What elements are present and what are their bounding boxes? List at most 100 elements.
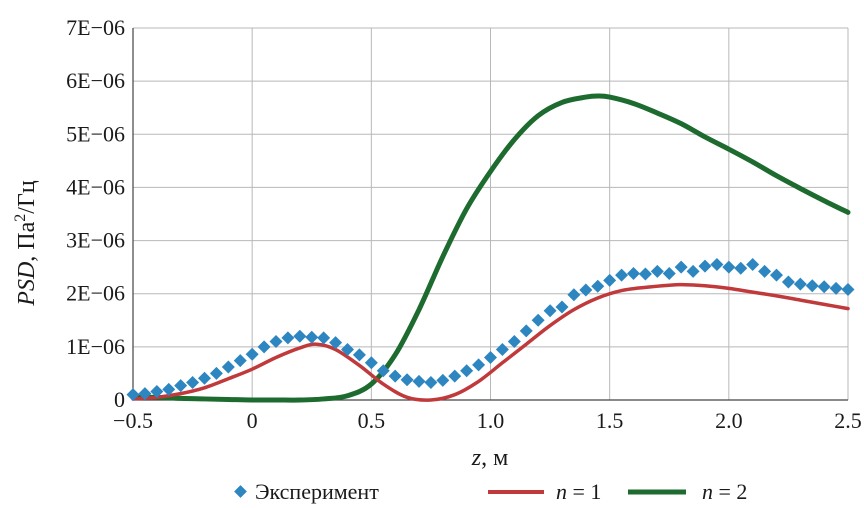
y-axis-label: PSD, Па2/Гц [12,180,40,307]
x-axis-label: z, м [471,445,509,471]
legend-label-experiment: Эксперимент [255,479,379,504]
experiment-point [257,340,271,354]
legend-n1-rest: = 1 [567,479,601,504]
experiment-point [770,268,783,282]
experiment-point [460,364,474,378]
x-tick-label: 0.5 [358,408,386,433]
y-tick-label: 7E−06 [66,15,125,40]
experiment-point [781,275,795,289]
tick-labels: 0 1E−06 2E−06 3E−06 4E−06 5E−06 6E−06 7E−06 −0.5… [66,15,862,433]
y-tick-label: 3E−06 [66,228,125,253]
x-tick-label: 1.5 [596,408,624,433]
experiment-point [293,329,307,343]
x-tick-label: 2.0 [715,408,743,433]
experiment-point [233,354,247,368]
x-tick-label: −0.5 [113,408,153,433]
x-axis-unit: , м [481,445,508,471]
y-tick-label: 5E−06 [66,121,125,146]
experiment-point [627,267,640,281]
experiment-point [472,358,486,372]
experiment-point [495,343,509,357]
legend-n2-rest: = 2 [713,479,747,504]
y-axis-var: PSD [14,262,40,307]
legend-n1-var: n [556,479,567,504]
experiment-point [138,387,152,401]
experiment-point [758,264,772,278]
experiment-point [364,356,378,370]
y-tick-label: 4E−06 [66,174,125,199]
experiment-point [209,366,223,380]
experiment-point [424,375,438,389]
experiment-point [269,335,283,349]
experiment-point [698,259,712,273]
experiment-point [352,348,366,362]
experiment-point [412,374,426,388]
experiment-point [543,304,557,318]
experiment-point [710,257,724,271]
x-tick-label: 0 [247,408,258,433]
experiment-point [329,336,343,350]
experiment-point [305,330,319,344]
experiment-point [722,260,736,274]
x-axis-var: z [471,445,482,471]
experiment-point [841,282,855,296]
experiment-point [341,343,354,357]
experiment-point [317,331,331,345]
experiment-point [686,264,700,278]
legend: Эксперимент n = 1 n = 2 [234,479,747,504]
legend-marker-experiment [234,485,247,498]
experiment-point [162,382,176,396]
experiment-point [221,360,235,374]
experiment-point [555,300,569,314]
series-line-n2 [130,93,851,403]
experiment-point [662,267,676,281]
experiment-point [531,313,545,327]
y-axis-unit-post: /Гц [14,180,40,214]
legend-label-n2: n = 2 [702,479,747,504]
experiment-point [150,384,164,398]
x-tick-label: 2.5 [834,408,862,433]
experiment-point [567,288,581,302]
experiment-point [507,335,521,349]
series-layer [126,93,855,403]
experiment-point [281,331,295,345]
legend-n2-var: n [702,479,713,504]
experiment-point [519,324,533,338]
experiment-point [805,279,819,293]
experiment-point [448,369,462,383]
x-tick-label: 1.0 [477,408,505,433]
y-axis-unit-pre: , Па [14,221,40,261]
experiment-point [436,373,450,387]
experiment-point [126,388,140,402]
experiment-point [484,350,497,364]
experiment-point [817,280,831,294]
legend-label-n1: n = 1 [556,479,601,504]
experiment-point [400,373,414,387]
experiment-point [591,279,605,293]
experiment-point [388,369,402,383]
series-line-n1 [131,282,850,402]
experiment-point [245,347,259,361]
grid-lines [132,27,849,401]
experiment-point [674,260,688,274]
y-axis-unit-sup: 2 [12,214,29,222]
y-tick-label: 2E−06 [66,281,125,306]
experiment-point [615,268,629,282]
y-tick-label: 6E−06 [66,68,125,93]
experiment-point [829,281,843,295]
experiment-point [603,273,617,287]
experiment-point [734,261,748,275]
experiment-point [638,267,652,281]
experiment-point [174,379,188,393]
experiment-point [376,364,390,378]
experiment-point [579,283,593,297]
experiment-point [746,257,760,271]
y-tick-label: 0 [114,387,125,412]
experiment-point [186,375,200,389]
experiment-point [198,371,211,385]
y-tick-label: 1E−06 [66,334,125,359]
experiment-point [793,277,807,291]
experiment-point [650,264,664,278]
